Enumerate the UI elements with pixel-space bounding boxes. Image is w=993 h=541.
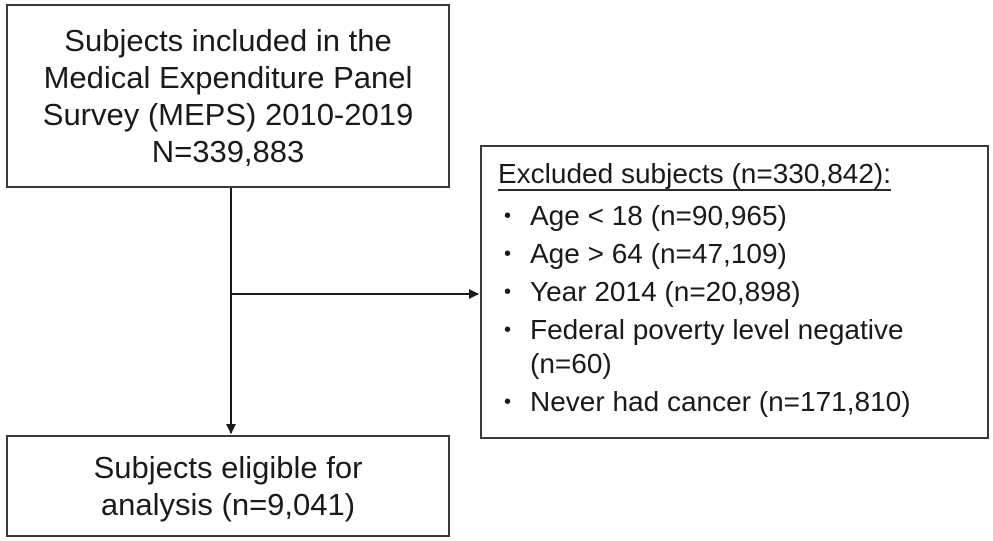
included-line-2: Medical Expenditure Panel (43, 60, 413, 95)
bullet-icon: • (504, 281, 512, 303)
bullet-icon: • (504, 319, 512, 341)
eligible-subjects-box: Subjects eligible for analysis (n=9,041) (6, 435, 450, 537)
excluded-title: Excluded subjects (n=330,842): (498, 158, 892, 191)
exclusion-poverty-negative: Federal poverty level negative (n=60) (530, 314, 904, 379)
included-subjects-box: Subjects included in the Medical Expendi… (6, 4, 450, 188)
eligible-line-1: Subjects eligible for (93, 450, 363, 485)
exclusion-year-2014: Year 2014 (n=20,898) (530, 276, 801, 307)
excluded-subjects-box: Excluded subjects (n=330,842): • Age < 18… (480, 145, 989, 439)
bullet-icon: • (504, 243, 512, 265)
bullet-icon: • (504, 205, 512, 227)
list-item: • Federal poverty level negative (n=60) (498, 313, 973, 381)
exclusion-criteria-list: • Age < 18 (n=90,965) • Age > 64 (n=47,109… (498, 199, 973, 419)
exclusion-age-under-18: Age < 18 (n=90,965) (530, 200, 787, 231)
eligible-count: analysis (n=9,041) (100, 487, 356, 522)
list-item: • Age > 64 (n=47,109) (498, 237, 973, 271)
list-item: • Never had cancer (n=171,810) (498, 385, 973, 419)
bullet-icon: • (504, 391, 512, 413)
exclusion-never-cancer: Never had cancer (n=171,810) (530, 386, 911, 417)
list-item: • Year 2014 (n=20,898) (498, 275, 973, 309)
included-line-1: Subjects included in the (64, 23, 392, 58)
exclusion-age-over-64: Age > 64 (n=47,109) (530, 238, 787, 269)
included-count: N=339,883 (151, 134, 305, 169)
list-item: • Age < 18 (n=90,965) (498, 199, 973, 233)
included-line-3: Survey (MEPS) 2010-2019 (42, 97, 414, 132)
